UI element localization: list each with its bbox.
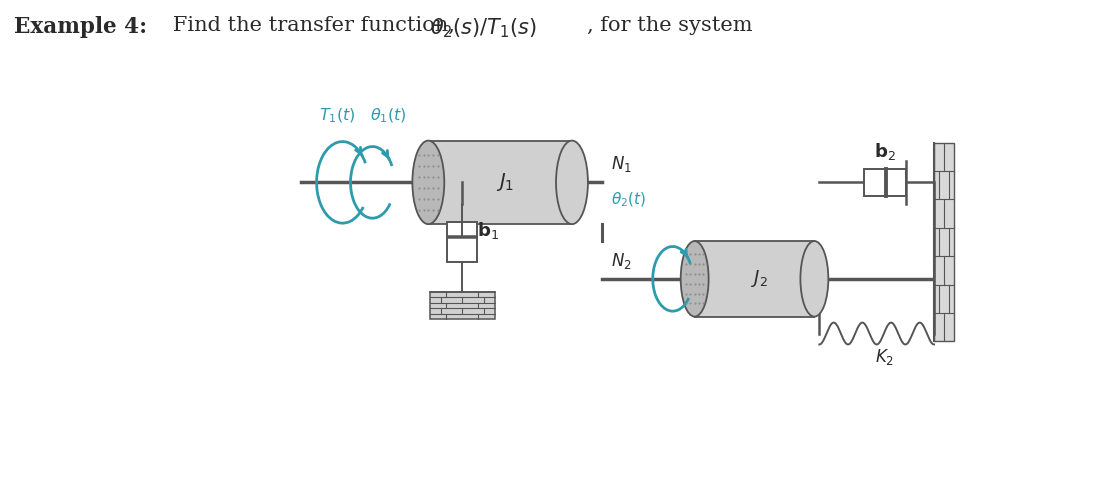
Text: $\theta_2(t)$: $\theta_2(t)$ (610, 190, 646, 209)
Bar (694, 241, 815, 317)
Bar (430, 292, 494, 319)
Bar (864, 169, 906, 196)
Text: $T_1(t)$: $T_1(t)$ (318, 106, 355, 125)
Text: $N_1$: $N_1$ (610, 155, 632, 174)
Ellipse shape (413, 141, 444, 224)
Bar (934, 143, 954, 341)
Text: Example 4:: Example 4: (15, 16, 147, 38)
Text: $J_1$: $J_1$ (496, 171, 514, 193)
Bar (448, 222, 478, 262)
Text: $K_2$: $K_2$ (875, 347, 894, 367)
Ellipse shape (800, 241, 828, 317)
Text: $J_2$: $J_2$ (751, 268, 768, 289)
Bar (429, 141, 573, 224)
Text: Find the transfer function,: Find the transfer function, (153, 16, 462, 35)
Text: $\mathbf{b}_2$: $\mathbf{b}_2$ (874, 141, 896, 162)
Text: , for the system: , for the system (587, 16, 752, 35)
Text: $\theta_2(s)/T_1(s)$: $\theta_2(s)/T_1(s)$ (431, 16, 537, 40)
Text: $N_2$: $N_2$ (610, 251, 632, 271)
Ellipse shape (556, 141, 588, 224)
Ellipse shape (681, 241, 709, 317)
Text: $\theta_1(t)$: $\theta_1(t)$ (371, 106, 407, 125)
Text: $\mathbf{b}_1$: $\mathbf{b}_1$ (478, 220, 499, 241)
